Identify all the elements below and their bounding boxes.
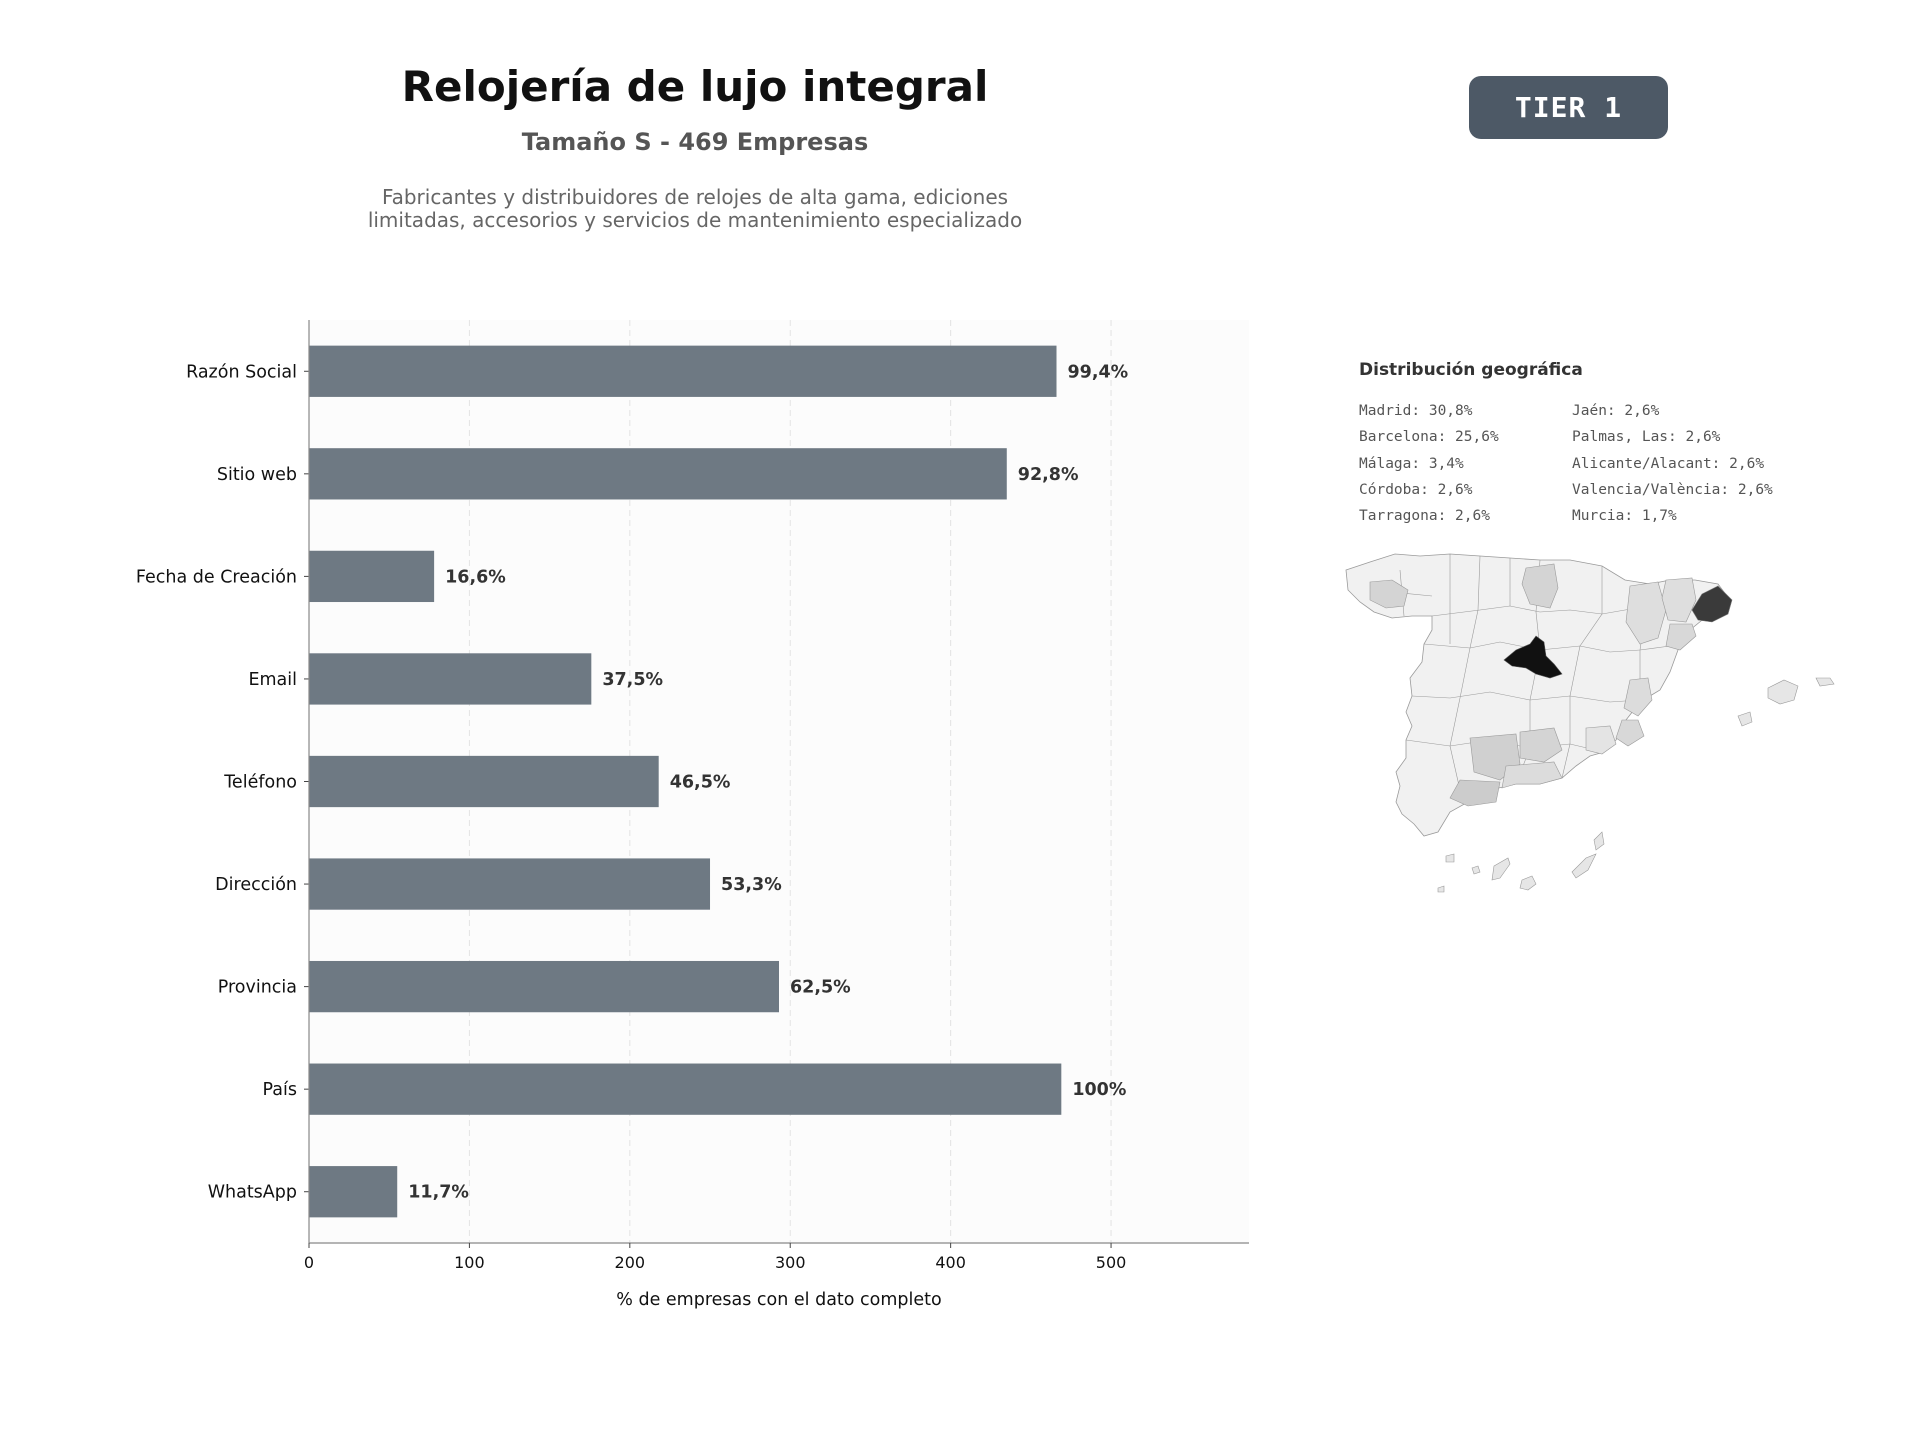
bar xyxy=(309,550,435,603)
y-tick-label: Dirección xyxy=(215,875,297,895)
geo-item: Córdoba: 2,6% xyxy=(1359,481,1473,498)
bar xyxy=(309,858,711,910)
map-region-granada-low xyxy=(1501,761,1563,789)
page-description: Fabricantes y distribuidores de relojes … xyxy=(300,186,1090,232)
geo-distribution-list: Madrid: 30,8% Jaén: 2,6% Barcelona: 25,6… xyxy=(1359,398,1799,529)
geo-item: Tarragona: 2,6% xyxy=(1359,508,1490,525)
map-region-tarragona-low xyxy=(1665,623,1697,651)
y-tick-label: Sitio web xyxy=(217,465,297,485)
map-region-alicante-low xyxy=(1615,719,1645,747)
page-title: Relojería de lujo integral xyxy=(401,62,989,111)
bar xyxy=(309,448,1007,500)
map-island-canary-4 xyxy=(1519,875,1537,891)
map-region-madrid xyxy=(1503,635,1563,679)
data-label: 92,8% xyxy=(1018,465,1079,485)
map-island-canary-3 xyxy=(1491,857,1511,881)
tier-badge: TIER 1 xyxy=(1469,76,1668,139)
page-subtitle: Tamaño S - 469 Empresas xyxy=(521,128,869,156)
map-island-canary-2 xyxy=(1471,865,1481,875)
bar xyxy=(309,1063,1062,1115)
geo-item: Madrid: 30,8% xyxy=(1359,403,1473,419)
geo-item: Palmas, Las: 2,6% xyxy=(1572,429,1721,446)
geo-item: Alicante/Alacant: 2,6% xyxy=(1572,455,1765,472)
x-tick-label: 400 xyxy=(935,1253,966,1272)
map-region-aragon-low xyxy=(1625,581,1667,645)
geo-item: Valencia/València: 2,6% xyxy=(1572,481,1773,498)
map-region-valencia-low xyxy=(1623,677,1653,717)
region-border xyxy=(1431,605,1651,617)
y-tick-label: Teléfono xyxy=(223,773,297,793)
data-label: 62,5% xyxy=(790,978,851,998)
map-island-canary-5 xyxy=(1571,853,1597,879)
data-label: 16,6% xyxy=(445,567,506,587)
region-border xyxy=(1449,555,1481,791)
geo-item: Jaén: 2,6% xyxy=(1572,403,1660,419)
geo-item: Murcia: 1,7% xyxy=(1572,508,1677,525)
x-tick-label: 300 xyxy=(775,1253,806,1272)
map-island-mallorca xyxy=(1767,679,1799,705)
y-tick-label: Razón Social xyxy=(186,362,297,382)
bar xyxy=(309,960,779,1013)
data-label: 100% xyxy=(1072,1080,1126,1100)
bar xyxy=(309,755,659,808)
y-tick-label: Provincia xyxy=(218,978,297,998)
map-region-lleida-low xyxy=(1661,577,1697,623)
bar xyxy=(309,345,1057,397)
x-axis-label: % de empresas con el dato completo xyxy=(616,1290,941,1310)
y-tick-label: Fecha de Creación xyxy=(136,567,297,587)
data-label: 46,5% xyxy=(670,773,731,793)
bar xyxy=(309,653,592,705)
data-label: 11,7% xyxy=(408,1183,469,1203)
map-island-menorca xyxy=(1815,677,1835,687)
map-island-ibiza xyxy=(1737,711,1753,727)
map-region-north-low xyxy=(1521,563,1559,609)
data-label: 37,5% xyxy=(602,670,663,690)
bar xyxy=(309,1166,398,1218)
map-region-murcia-low xyxy=(1585,725,1617,755)
map-region-jaen-low xyxy=(1519,727,1563,763)
map-region-galicia-low xyxy=(1369,579,1409,609)
y-tick-label: WhatsApp xyxy=(208,1183,297,1203)
description-line-1: Fabricantes y distribuidores de relojes … xyxy=(381,185,1009,209)
spain-choropleth-map xyxy=(1345,553,1835,893)
map-island-canary-7 xyxy=(1437,885,1445,893)
y-tick-label: Email xyxy=(248,670,297,690)
region-border xyxy=(1561,566,1603,779)
x-tick-label: 200 xyxy=(615,1253,646,1272)
x-tick-label: 500 xyxy=(1096,1253,1127,1272)
geo-item: Málaga: 3,4% xyxy=(1359,455,1464,472)
map-island-canary-6 xyxy=(1593,831,1605,851)
data-label: 99,4% xyxy=(1068,362,1129,382)
geo-item: Barcelona: 25,6% xyxy=(1359,429,1499,446)
data-label: 53,3% xyxy=(721,875,782,895)
map-island-canary-1 xyxy=(1445,853,1455,863)
bar-chart: Razón Social 99,4% Sitio web 92,8% Fecha de … xyxy=(136,320,1249,1310)
geo-distribution-title: Distribución geográfica xyxy=(1359,360,1583,380)
x-tick-label: 0 xyxy=(304,1253,314,1272)
description-line-2: limitadas, accesorios y servicios de man… xyxy=(367,208,1023,232)
map-region-barcelona xyxy=(1691,585,1733,623)
map-region-malaga-low xyxy=(1449,779,1501,807)
region-border xyxy=(1423,641,1671,653)
x-tick-label: 100 xyxy=(454,1253,485,1272)
y-tick-label: País xyxy=(263,1080,297,1100)
